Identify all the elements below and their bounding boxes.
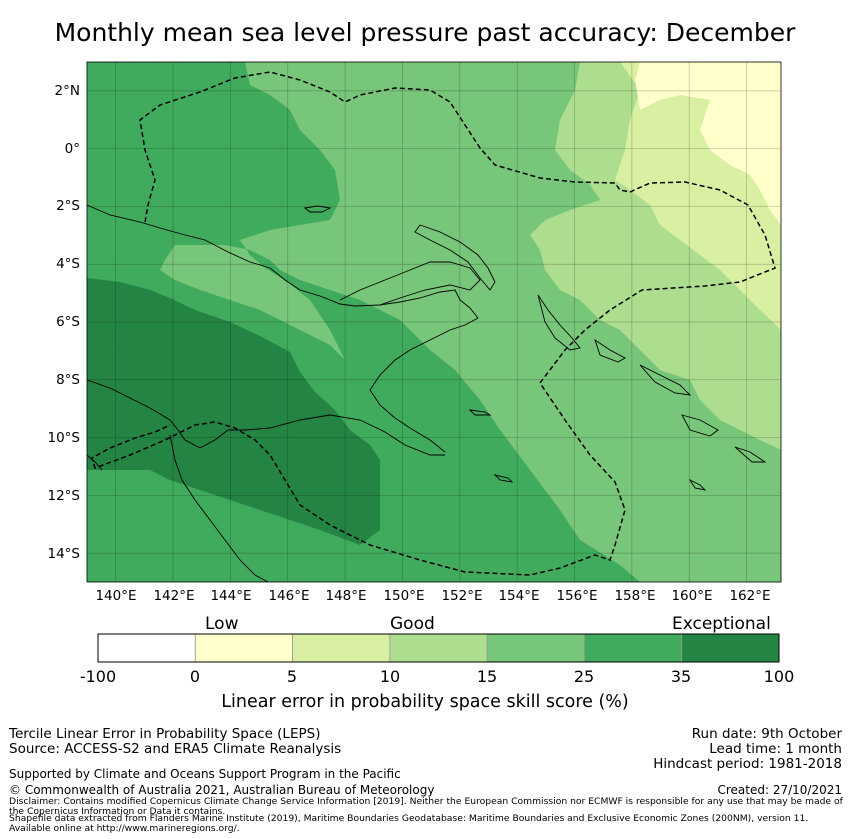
footer-hindcast: Hindcast period: 1981-2018 xyxy=(653,756,842,772)
colorbar-bin-2 xyxy=(292,633,391,663)
eez-boundaries xyxy=(91,71,776,576)
lat-label-14S: 14°S xyxy=(47,546,81,562)
colorbar-bin-1 xyxy=(194,633,293,663)
colorbar-title: Linear error in probability space skill … xyxy=(221,692,629,712)
islands-misc-2 xyxy=(493,474,514,483)
lon-label-146E: 146°E xyxy=(268,588,310,604)
cb-tick-10: 10 xyxy=(379,667,401,686)
chart-title: Monthly mean sea level pressure past acc… xyxy=(54,18,796,47)
colorbar-bin-4 xyxy=(486,633,585,663)
region-35-100 xyxy=(87,278,380,545)
colorbar-bin-5 xyxy=(584,633,683,663)
lon-label-140E: 140°E xyxy=(95,588,137,604)
lon-label-154E: 154°E xyxy=(498,588,540,604)
manus-island xyxy=(303,205,332,213)
new-guinea-south-coast xyxy=(87,379,445,456)
solomon-islands-2 xyxy=(639,364,692,396)
lat-label-12S: 12°S xyxy=(47,488,81,504)
lat-label-2S: 2°S xyxy=(56,198,80,214)
footer-run-date: Run date: 9th October xyxy=(691,726,842,742)
lat-label-4S: 4°S xyxy=(56,256,80,272)
colorbar xyxy=(97,633,780,663)
cb-tick-5: 5 xyxy=(286,667,298,686)
lat-label-2N: 2°N xyxy=(54,83,80,99)
australia-cape-york xyxy=(169,434,269,582)
grid-lines xyxy=(87,62,781,582)
bougainville xyxy=(537,294,581,351)
footer-created: Created: 27/10/2021 xyxy=(717,783,842,797)
lon-label-160E: 160°E xyxy=(671,588,713,604)
region-0-5 xyxy=(635,62,781,225)
footer-support: Supported by Climate and Oceans Support … xyxy=(9,767,401,781)
colorbar-bin-3 xyxy=(389,633,488,663)
solomon-islands-1 xyxy=(594,338,626,363)
footer-shapefile-1: Shapefile data extracted from Flanders M… xyxy=(9,813,809,824)
lon-label-158E: 158°E xyxy=(614,588,656,604)
category-exceptional: Exceptional xyxy=(672,614,771,634)
map-frame xyxy=(86,61,782,583)
footer-disclaimer-2: the Copernicus Information or Data it co… xyxy=(9,806,226,817)
cb-tick-0: 0 xyxy=(189,667,201,686)
lon-label-144E: 144°E xyxy=(210,588,252,604)
category-low: Low xyxy=(205,614,239,634)
lat-label-10S: 10°S xyxy=(47,430,81,446)
footer-leps: Tercile Linear Error in Probability Spac… xyxy=(9,726,321,742)
colorbar-frame xyxy=(97,633,780,663)
australia-gulf-coast xyxy=(87,454,103,471)
lon-label-142E: 142°E xyxy=(153,588,195,604)
cb-tick-25: 25 xyxy=(573,667,595,686)
new-guinea-east-tip xyxy=(369,317,479,453)
lon-label-150E: 150°E xyxy=(383,588,425,604)
png-eez-boundary xyxy=(91,71,776,576)
footer-source: Source: ACCESS-S2 and ERA5 Climate Reana… xyxy=(9,741,342,757)
cb-tick-15: 15 xyxy=(476,667,498,686)
colorbar-bin-0 xyxy=(97,633,196,663)
new-britain xyxy=(339,261,481,306)
cb-tick-35: 35 xyxy=(670,667,692,686)
lon-label-148E: 148°E xyxy=(325,588,367,604)
solomon-islands-3 xyxy=(681,414,719,437)
new-guinea-north-coast xyxy=(87,204,479,319)
colorbar-bin-6 xyxy=(681,633,780,663)
new-ireland xyxy=(414,224,496,291)
footer-lead-time: Lead time: 1 month xyxy=(709,741,842,757)
islands-misc-3 xyxy=(688,478,707,491)
lon-label-156E: 156°E xyxy=(556,588,598,604)
footer-disclaimer-1: Disclaimer: Contains modified Copernicus… xyxy=(9,796,843,807)
islands-misc-1 xyxy=(468,409,492,416)
lon-label-162E: 162°E xyxy=(729,588,771,604)
lat-label-0: 0° xyxy=(64,141,80,157)
solomon-islands-4 xyxy=(734,446,767,463)
lat-label-6S: 6°S xyxy=(56,314,80,330)
region-35-100-strip xyxy=(87,348,220,400)
cb-tick-100: 100 xyxy=(763,667,795,686)
cb-tick-minus100: -100 xyxy=(79,667,117,686)
coastlines xyxy=(87,204,767,582)
category-good: Good xyxy=(390,614,435,634)
lat-label-8S: 8°S xyxy=(56,372,80,388)
lon-label-152E: 152°E xyxy=(441,588,483,604)
footer-copyright: © Commonwealth of Australia 2021, Austra… xyxy=(9,783,435,797)
footer-shapefile-2: Available online at http://www.marinereg… xyxy=(9,823,240,834)
